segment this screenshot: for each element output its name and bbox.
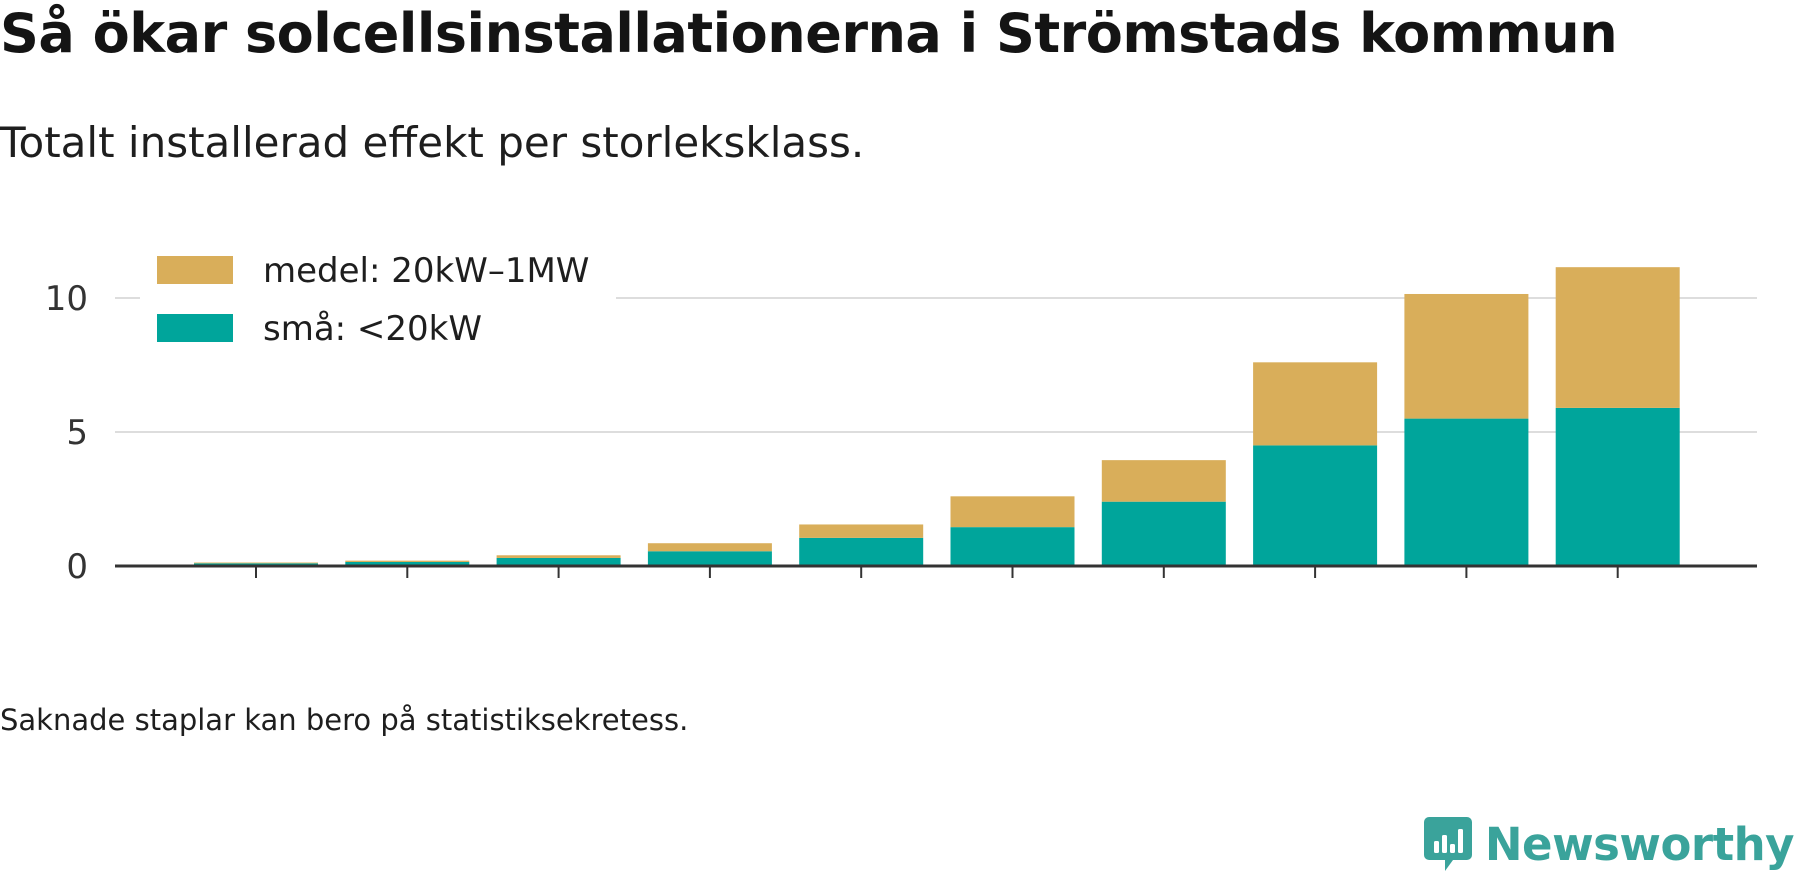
chart-title: Så ökar solcellsinstallationerna i Ström…: [0, 2, 1618, 65]
x-tick-label-2020: 2020: [818, 589, 905, 590]
x-tick-label-2022: 2022: [1121, 589, 1208, 590]
bar-2018-sma: [496, 557, 621, 566]
bar-2021-sma: [950, 527, 1075, 566]
bar-2023-sma: [1253, 445, 1378, 566]
x-tick-label-2017: 2017: [364, 589, 451, 590]
bar-2020-medel: [799, 524, 924, 538]
bar-2025-sma: [1555, 407, 1680, 566]
brand-name: Newsworthy: [1484, 817, 1795, 871]
bar-2021-medel: [950, 496, 1075, 528]
legend-swatch-1: [157, 314, 233, 342]
bar-2018-medel: [496, 555, 621, 558]
x-tick-label-2023: 2023: [1272, 589, 1359, 590]
y-tick-label-0: 0: [66, 547, 88, 587]
bar-2016-medel: [194, 562, 318, 564]
bar-2017-medel: [345, 560, 470, 562]
bar-2024-sma: [1404, 418, 1529, 566]
chart-subtitle: Totalt installerad effekt per storlekskl…: [0, 118, 865, 167]
newsworthy-logo-icon: [1423, 817, 1472, 871]
brand-logo: Newsworthy: [1423, 809, 1795, 879]
y-tick-label-5: 5: [66, 413, 88, 453]
bar-2023-medel: [1253, 362, 1378, 446]
legend-label-0: medel: 20kW–1MW: [263, 251, 589, 291]
bar-2017-sma: [345, 561, 470, 566]
bar-2020-sma: [799, 537, 924, 566]
bar-2025-medel: [1555, 267, 1680, 408]
footnote: Saknade staplar kan bero på statistiksek…: [0, 703, 689, 737]
x-tick-label-2025: 2025: [1574, 589, 1661, 590]
bar-2022-medel: [1101, 460, 1226, 502]
bar-2022-sma: [1101, 501, 1226, 566]
x-tick-label-2024: 2024: [1423, 589, 1510, 590]
legend-label-1: små: <20kW: [263, 309, 482, 349]
bar-2019-sma: [647, 551, 772, 566]
x-tick-label-2021: 2021: [969, 589, 1056, 590]
legend-swatch-0: [157, 256, 233, 284]
bar-2019-medel: [647, 543, 772, 552]
stacked-bar-chart: 0 5 10 2016 2017 2018 2019 2020 2021 2022 2023 2024…: [45, 230, 1757, 590]
x-tick-label-2018: 2018: [515, 589, 602, 590]
y-tick-label-10: 10: [45, 279, 88, 319]
bar-2024-medel: [1404, 293, 1529, 419]
x-tick-label-2019: 2019: [667, 589, 754, 590]
x-tick-label-2016: 2016: [213, 589, 300, 590]
